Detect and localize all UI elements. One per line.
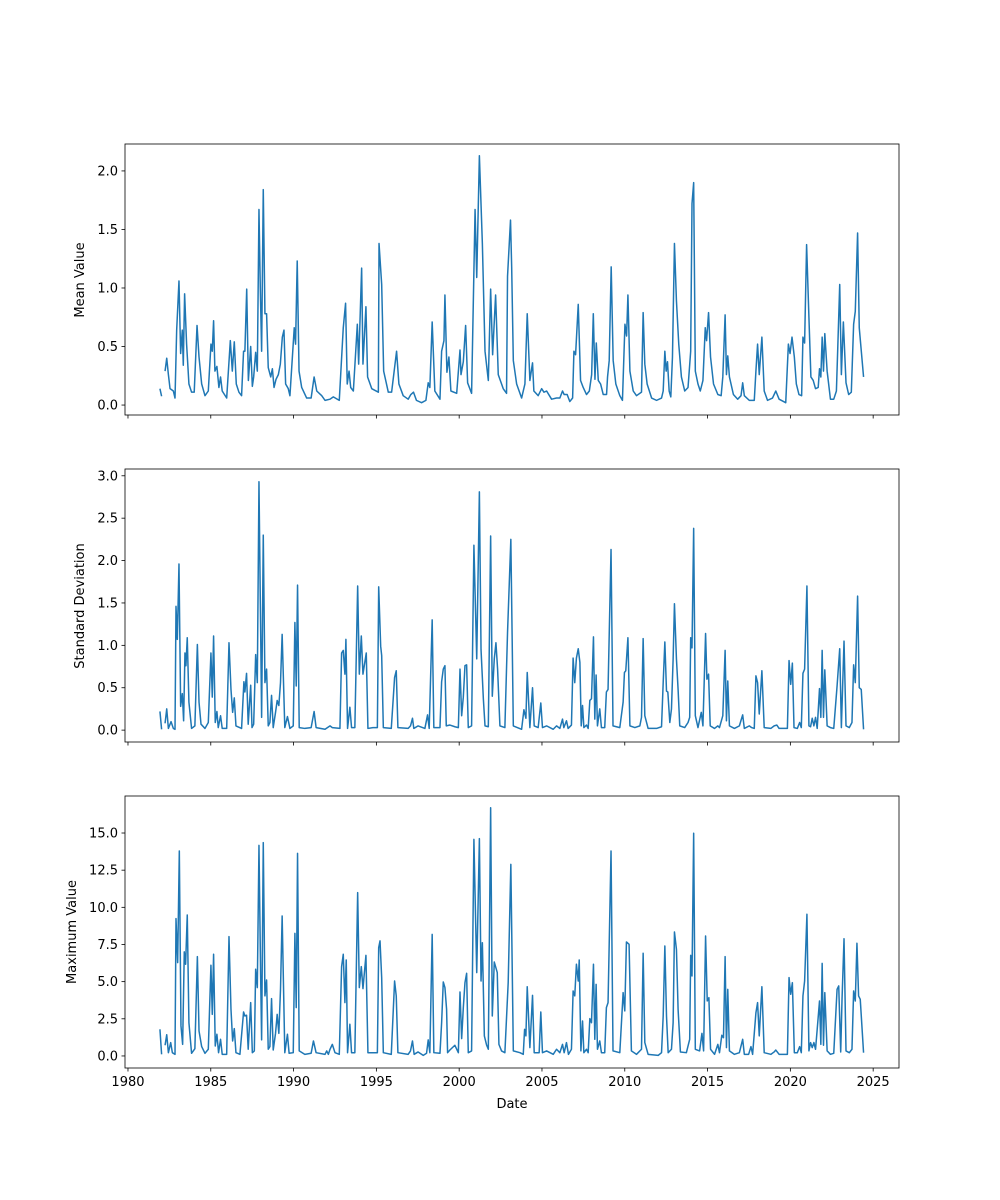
y-axis-label-max: Maximum Value	[65, 880, 80, 984]
std-y-tick-label: 0.0	[97, 724, 118, 739]
max-y-tick-label: 10.0	[89, 901, 118, 916]
max-x-tick-label: 2020	[774, 1075, 807, 1090]
x-axis-label: Date	[496, 1097, 527, 1112]
max-y-tick-label: 15.0	[89, 827, 118, 842]
max-x-tick-label: 2025	[857, 1075, 890, 1090]
std-y-tick-label: 0.5	[97, 681, 118, 696]
mean-axes-frame	[124, 143, 900, 416]
std-axes-frame	[124, 468, 900, 743]
std-y-tick-label: 1.0	[97, 639, 118, 654]
mean-y-tick-label: 0.0	[97, 399, 118, 414]
y-axis-label-mean: Mean Value	[73, 242, 88, 317]
max-y-tick-label: 0.0	[97, 1049, 118, 1064]
std-series-line	[159, 480, 865, 731]
subplot-max: 1980 1985 1990 1995 2000 2005 2010 2015 2020 2025…	[89, 795, 900, 1090]
max-x-tick-label: 1980	[111, 1075, 144, 1090]
y-axis-label-std: Standard Deviation	[73, 543, 88, 668]
max-y-tick-label: 12.5	[89, 864, 118, 879]
max-x-tick-label: 2010	[608, 1075, 641, 1090]
max-x-tick-label: 1990	[277, 1075, 310, 1090]
max-y-tick-label: 7.5	[97, 938, 118, 953]
max-y-tick-label: 5.0	[97, 975, 118, 990]
max-x-tick-label: 1995	[360, 1075, 393, 1090]
std-y-tick-label: 1.5	[97, 596, 118, 611]
max-x-tick-label: 2005	[525, 1075, 558, 1090]
mean-y-tick-label: 1.5	[97, 223, 118, 238]
mean-y-tick-label: 1.0	[97, 281, 118, 296]
subplot-mean: 0.0 0.5 1.0 1.5 2.0	[97, 143, 900, 419]
std-y-tick-label: 2.0	[97, 554, 118, 569]
mean-series-line	[159, 154, 865, 404]
std-y-tick-label: 3.0	[97, 469, 118, 484]
max-series-line	[159, 806, 865, 1057]
max-y-tick-label: 2.5	[97, 1012, 118, 1027]
subplot-std: 0.0 0.5 1.0 1.5 2.0 2.5 3.0	[97, 468, 900, 746]
max-x-tick-label: 2000	[443, 1075, 476, 1090]
max-axes-frame	[124, 795, 900, 1069]
max-x-tick-label: 1985	[194, 1075, 227, 1090]
mean-y-tick-label: 2.0	[97, 164, 118, 179]
mean-y-tick-label: 0.5	[97, 340, 118, 355]
max-x-tick-label: 2015	[691, 1075, 724, 1090]
std-y-tick-label: 2.5	[97, 512, 118, 527]
